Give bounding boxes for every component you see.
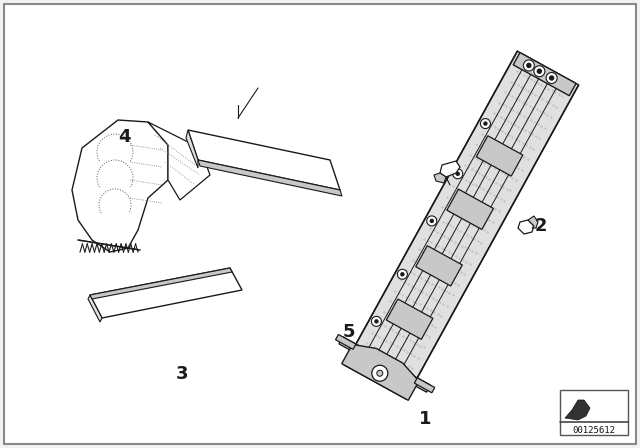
Polygon shape	[387, 299, 433, 340]
Polygon shape	[90, 268, 232, 299]
Circle shape	[371, 316, 381, 327]
Circle shape	[484, 122, 487, 125]
Polygon shape	[476, 136, 523, 176]
Polygon shape	[518, 220, 534, 234]
Polygon shape	[440, 161, 460, 177]
Text: 2: 2	[534, 217, 547, 235]
FancyBboxPatch shape	[4, 4, 636, 444]
Polygon shape	[434, 173, 446, 183]
Circle shape	[430, 220, 433, 222]
Circle shape	[538, 69, 541, 73]
Circle shape	[534, 66, 545, 77]
FancyBboxPatch shape	[560, 390, 628, 435]
Text: 3: 3	[176, 365, 189, 383]
Circle shape	[546, 73, 557, 83]
Circle shape	[481, 119, 490, 129]
Circle shape	[527, 64, 531, 68]
Polygon shape	[416, 246, 462, 286]
Circle shape	[524, 60, 534, 71]
Polygon shape	[188, 130, 340, 190]
Circle shape	[456, 172, 460, 175]
Circle shape	[375, 320, 378, 323]
Text: 00125612: 00125612	[573, 426, 616, 435]
Polygon shape	[148, 122, 210, 200]
Polygon shape	[513, 52, 576, 96]
Text: 4: 4	[118, 128, 131, 146]
Text: 5: 5	[342, 323, 355, 340]
Circle shape	[401, 273, 404, 276]
Polygon shape	[198, 160, 342, 196]
Circle shape	[372, 365, 388, 381]
Polygon shape	[90, 268, 242, 318]
Circle shape	[397, 269, 408, 279]
Polygon shape	[186, 130, 198, 168]
Polygon shape	[447, 189, 493, 229]
Text: 1: 1	[419, 410, 432, 428]
Polygon shape	[72, 120, 168, 252]
Polygon shape	[528, 216, 538, 228]
Polygon shape	[565, 400, 590, 420]
Circle shape	[427, 216, 436, 226]
Polygon shape	[339, 337, 430, 392]
Circle shape	[550, 76, 554, 80]
Polygon shape	[342, 345, 419, 401]
Circle shape	[377, 370, 383, 376]
Polygon shape	[88, 295, 102, 322]
Polygon shape	[344, 51, 579, 399]
Polygon shape	[414, 378, 435, 393]
Polygon shape	[335, 335, 356, 349]
Circle shape	[452, 169, 463, 179]
